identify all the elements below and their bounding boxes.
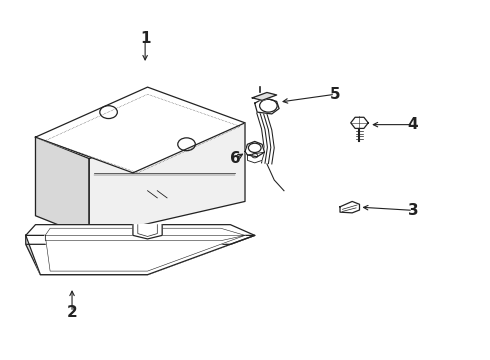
Polygon shape	[89, 123, 245, 237]
Polygon shape	[247, 152, 265, 163]
Polygon shape	[252, 93, 277, 100]
Polygon shape	[255, 98, 279, 114]
Polygon shape	[35, 87, 245, 173]
Text: 2: 2	[67, 305, 77, 320]
Text: 5: 5	[330, 87, 341, 102]
Polygon shape	[26, 235, 255, 244]
Text: 1: 1	[140, 31, 150, 46]
Polygon shape	[45, 235, 245, 241]
Polygon shape	[26, 235, 255, 275]
Polygon shape	[340, 202, 360, 213]
Polygon shape	[45, 228, 245, 271]
Polygon shape	[35, 137, 89, 237]
Polygon shape	[245, 141, 265, 157]
Text: 4: 4	[408, 117, 418, 132]
Polygon shape	[133, 225, 162, 239]
Polygon shape	[26, 225, 255, 275]
Text: 3: 3	[408, 203, 418, 218]
Polygon shape	[138, 225, 157, 237]
Text: 6: 6	[230, 151, 241, 166]
Polygon shape	[351, 117, 368, 129]
